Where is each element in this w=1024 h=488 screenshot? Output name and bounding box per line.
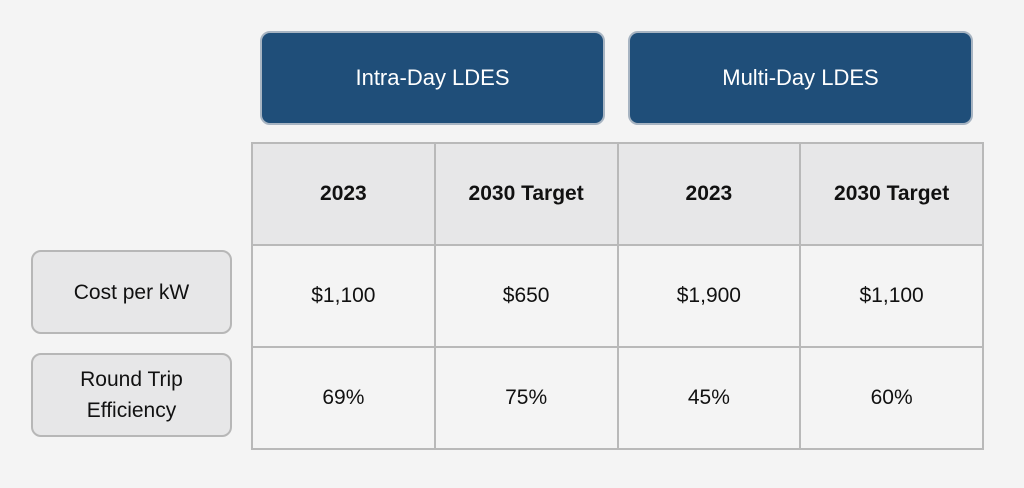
table-cell: 69% — [251, 346, 436, 450]
table-cell: 45% — [616, 346, 802, 450]
table-cell: $650 — [433, 244, 619, 348]
group-header-label: Multi-Day LDES — [722, 65, 879, 90]
table-header-row: 2023 2030 Target 2023 2030 Target — [251, 142, 984, 246]
group-header-intra-day: Intra-Day LDES — [260, 31, 605, 125]
row-label-text-line-1: Round Trip — [80, 368, 183, 391]
column-header-intra-2030-target: 2030 Target — [433, 142, 619, 246]
table-row: $1,100 $650 $1,900 $1,100 — [251, 244, 984, 348]
row-label-text: Cost per kW — [73, 280, 190, 304]
table-cell: $1,100 — [251, 244, 436, 348]
column-header-multi-2030-target: 2030 Target — [799, 142, 984, 246]
table-row: 69% 75% 45% 60% — [251, 346, 984, 450]
table-cell: $1,100 — [799, 244, 984, 348]
table-cell: $1,900 — [616, 244, 802, 348]
table-cell: 75% — [433, 346, 619, 450]
column-header-multi-2023: 2023 — [616, 142, 802, 246]
group-header-label: Intra-Day LDES — [355, 65, 510, 90]
table-cell: 60% — [799, 346, 984, 450]
column-header-intra-2023: 2023 — [251, 142, 436, 246]
row-label-round-trip-efficiency: Round Trip Efficiency — [31, 353, 232, 437]
group-header-multi-day: Multi-Day LDES — [628, 31, 973, 125]
row-label-text-line-2: Efficiency — [86, 399, 177, 422]
row-label-cost-per-kw: Cost per kW — [31, 250, 232, 334]
comparison-table: 2023 2030 Target 2023 2030 Target $1,100… — [251, 142, 984, 450]
